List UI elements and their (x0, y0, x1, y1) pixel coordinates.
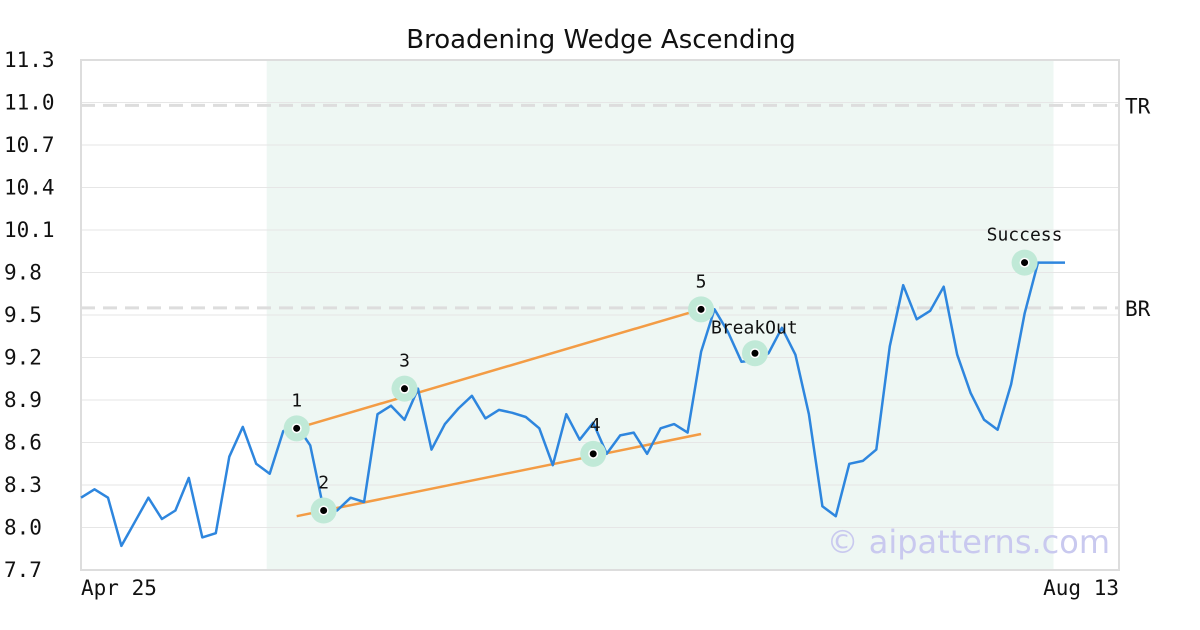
grid-layer (80, 59, 1120, 571)
y-tick-label: 11.0 (4, 91, 55, 115)
level-layer (81, 103, 1119, 310)
y-tick-label: 10.7 (4, 133, 55, 157)
point-label: 2 (318, 473, 329, 494)
point-label: BreakOut (711, 317, 798, 338)
level-label: TR (1125, 94, 1151, 118)
point-marker (589, 450, 597, 458)
point-label: Success (987, 225, 1063, 246)
y-tick-label: 9.8 (4, 261, 42, 285)
text-layer: 7.7 8.0 8.3 8.6 8.9 9.2 9.5 9.8 10.1 10.4 10.7 11.0… (4, 48, 1151, 600)
point-label: 4 (590, 415, 601, 436)
point-marker (751, 349, 759, 357)
point-label: 1 (291, 390, 302, 411)
y-tick-label: 8.9 (4, 388, 42, 412)
point-marker (1021, 259, 1029, 267)
price-line (80, 261, 1065, 548)
point-label: 3 (399, 351, 410, 372)
y-tick-label: 7.7 (4, 558, 42, 582)
y-tick-label: 11.3 (4, 48, 55, 72)
series-layer (80, 261, 1065, 548)
x-tick-label: Apr 25 (81, 576, 157, 600)
point-marker (320, 507, 328, 514)
y-tick-label: 8.6 (4, 431, 42, 455)
point-marker (697, 305, 705, 313)
plot-frame (80, 59, 1120, 571)
pattern-points-layer (283, 249, 1038, 524)
point-label: 5 (696, 271, 707, 292)
y-tick-label: 10.1 (4, 218, 55, 242)
point-marker (293, 424, 301, 432)
trendline (296, 308, 702, 430)
y-tick-label: 9.5 (4, 303, 42, 327)
point-marker (401, 385, 409, 393)
x-tick-label: Aug 13 (1043, 576, 1119, 600)
y-tick-label: 8.3 (4, 473, 42, 497)
level-label: BR (1125, 297, 1151, 321)
y-tick-label: 10.4 (4, 176, 55, 200)
y-tick-label: 8.0 (4, 516, 42, 540)
chart-title: Broadening Wedge Ascending (406, 25, 796, 55)
watermark: © aipatterns.com (827, 523, 1110, 561)
y-tick-label: 9.2 (4, 346, 42, 370)
